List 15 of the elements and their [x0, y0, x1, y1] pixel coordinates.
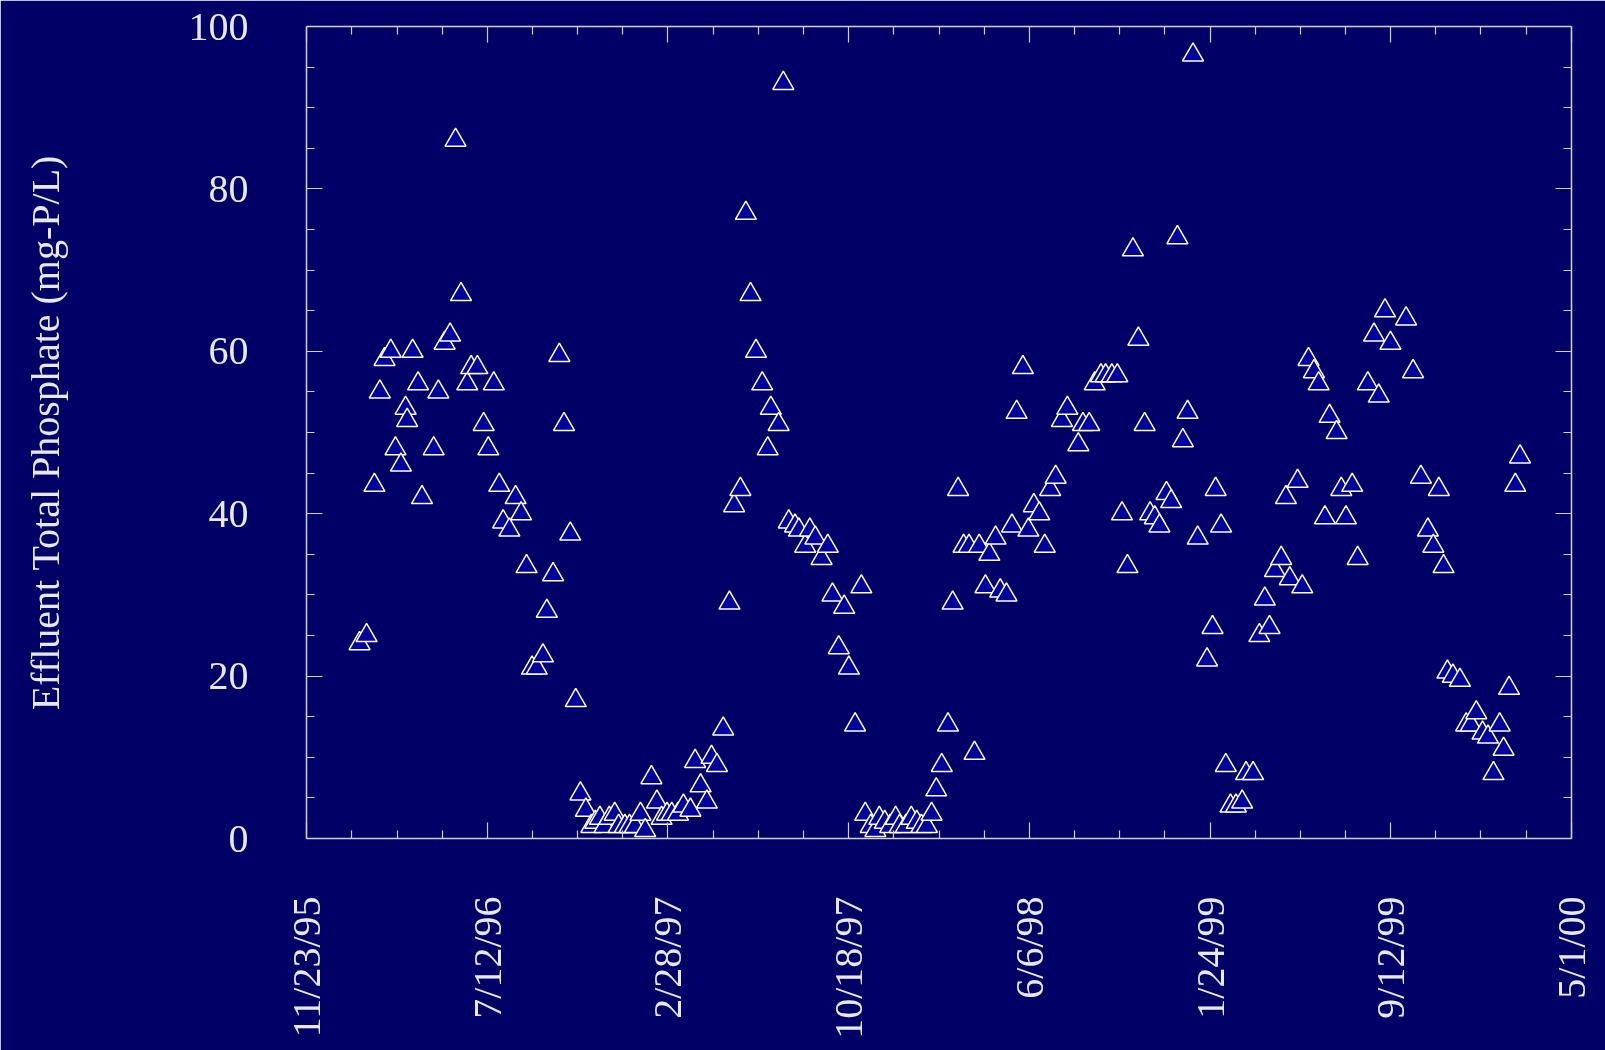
x-tick-label: 11/23/95	[284, 896, 329, 1038]
x-tick-label: 5/1/00	[1549, 896, 1594, 999]
y-tick-label: 100	[188, 3, 249, 49]
y-tick-label: 0	[228, 815, 249, 861]
y-tick-label: 80	[208, 165, 249, 211]
y-axis-title: Effluent Total Phosphate (mg-P/L)	[22, 155, 68, 711]
x-tick-label: 2/28/97	[645, 896, 691, 1019]
y-tick-label: 60	[208, 328, 249, 374]
x-tick-label: 6/6/98	[1006, 896, 1052, 999]
x-tick-label: 1/24/99	[1187, 896, 1233, 1019]
x-tick-label: 9/12/99	[1367, 896, 1413, 1019]
y-tick-label: 40	[208, 490, 249, 536]
x-tick-label: 7/12/96	[465, 896, 511, 1019]
x-tick-label: 10/18/97	[826, 896, 872, 1039]
y-tick-label: 20	[208, 653, 249, 699]
